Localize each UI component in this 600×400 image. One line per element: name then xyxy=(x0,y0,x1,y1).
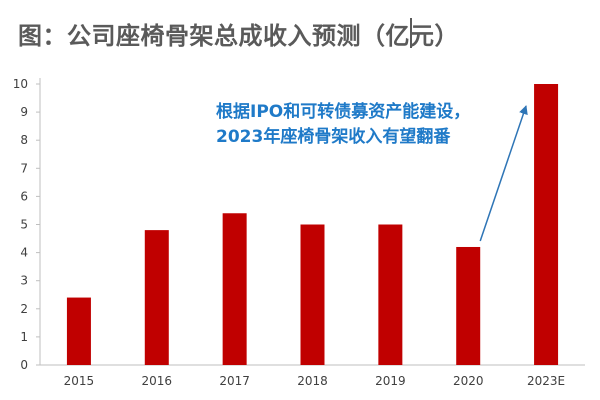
y-tick-label: 10 xyxy=(13,77,28,91)
y-tick-label: 2 xyxy=(20,302,28,316)
x-tick-label: 2016 xyxy=(142,374,173,388)
x-tick-label: 2019 xyxy=(375,374,406,388)
x-tick-label: 2015 xyxy=(64,374,95,388)
annotation-line-2: 2023年座椅骨架收入有望翻番 xyxy=(216,127,451,147)
bar-2016 xyxy=(144,230,169,365)
x-tick-label: 2023E xyxy=(527,374,565,388)
y-tick-label: 3 xyxy=(20,274,28,288)
annotation-text: 根据IPO和可转债募资产能建设， 2023年座椅骨架收入有望翻番 xyxy=(216,100,516,150)
y-tick-label: 9 xyxy=(20,105,28,119)
bar-2018 xyxy=(300,224,325,365)
bar-2017 xyxy=(222,213,247,365)
bar-2023E xyxy=(534,84,559,365)
bar-2019 xyxy=(378,224,403,365)
page-title: 图：公司座椅骨架总成收入预测（亿元） xyxy=(18,22,459,50)
bar-2020 xyxy=(456,246,481,365)
y-tick-label: 1 xyxy=(20,330,28,344)
y-tick-label: 4 xyxy=(20,246,28,260)
y-tick-label: 8 xyxy=(20,133,28,147)
y-tick-label: 6 xyxy=(20,189,28,203)
x-tick-label: 2018 xyxy=(297,374,328,388)
bar-2015 xyxy=(66,297,91,365)
x-tick-label: 2017 xyxy=(219,374,250,388)
text-cursor xyxy=(410,18,412,48)
annotation-line-1: 根据IPO和可转债募资产能建设， xyxy=(216,102,471,122)
y-tick-label: 7 xyxy=(20,161,28,175)
growth-arrow xyxy=(479,105,528,242)
y-tick-label: 0 xyxy=(20,358,28,372)
x-tick-label: 2020 xyxy=(453,374,484,388)
y-tick-label: 5 xyxy=(20,218,28,232)
